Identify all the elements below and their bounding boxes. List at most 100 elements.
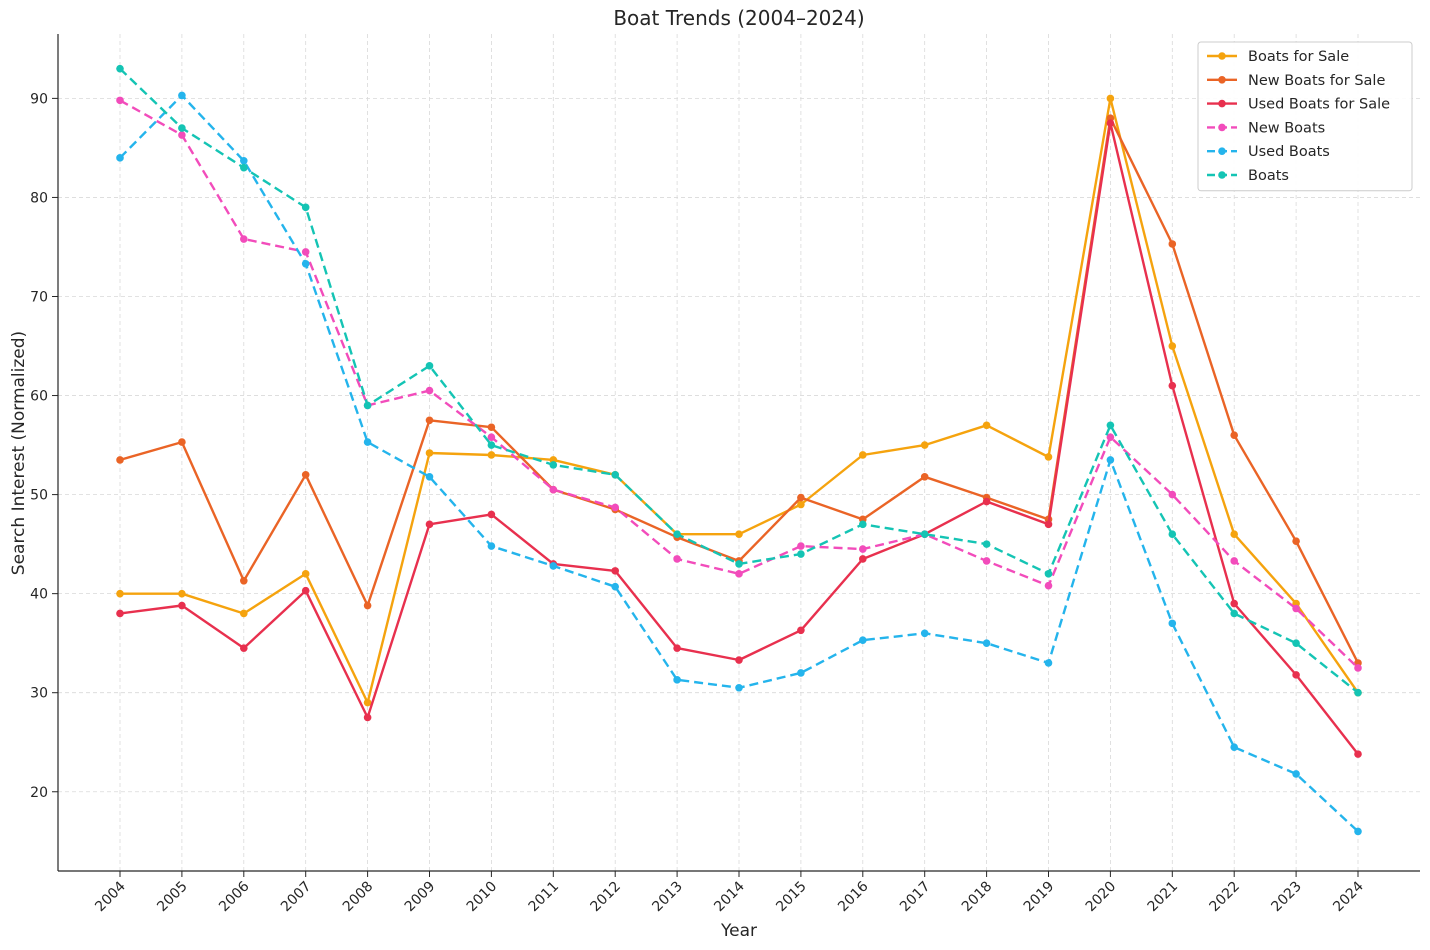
x-tick-label: 2020 (1083, 879, 1120, 916)
x-tick-label: 2004 (92, 878, 129, 915)
data-point (363, 401, 372, 410)
legend-label: Boats for Sale (1248, 49, 1349, 65)
data-point (363, 601, 372, 610)
y-tick-label: 30 (30, 686, 48, 702)
y-tick-label: 70 (30, 289, 48, 305)
x-tick-label: 2007 (278, 879, 315, 916)
legend-item: Boats for Sale (1207, 49, 1349, 65)
data-point (1230, 530, 1238, 539)
x-tick-label: 2010 (464, 879, 501, 916)
data-point (487, 423, 496, 432)
data-point (982, 421, 991, 430)
data-point (487, 542, 496, 550)
data-point (487, 510, 496, 519)
data-point (611, 503, 619, 512)
data-point (982, 639, 991, 647)
data-point (116, 96, 124, 105)
legend-marker (1218, 99, 1226, 108)
legend-marker (1218, 123, 1226, 132)
data-point (797, 550, 805, 558)
data-point (301, 570, 310, 578)
data-point (178, 589, 186, 598)
data-point (1168, 381, 1177, 390)
data-point (920, 441, 929, 449)
data-point (425, 472, 434, 481)
data-point (673, 676, 681, 684)
data-point (1354, 688, 1362, 697)
data-point (1292, 671, 1300, 679)
data-point (301, 248, 310, 256)
data-point (1230, 599, 1238, 608)
chart-title: Boat Trends (2004–2024) (613, 6, 864, 30)
y-tick-label: 80 (30, 190, 48, 206)
data-point (301, 203, 310, 212)
data-point (1354, 750, 1362, 758)
legend-item: Boats (1207, 168, 1289, 184)
data-point (363, 438, 372, 446)
legend-marker (1218, 76, 1226, 84)
data-point (487, 441, 496, 449)
data-point (611, 470, 619, 479)
data-point (1106, 456, 1115, 464)
data-point (859, 451, 867, 459)
data-point (920, 472, 929, 481)
data-point (1044, 570, 1053, 578)
data-point (735, 683, 743, 692)
data-point (982, 557, 991, 565)
legend: Boats for Sale New Boats for Sale Used Boa… (1197, 41, 1413, 192)
data-point (1292, 537, 1300, 545)
legend-label: New Boats (1248, 120, 1325, 136)
data-point (797, 493, 805, 502)
legend-label: Boats (1248, 168, 1289, 184)
data-point (1168, 490, 1177, 499)
data-point (1044, 659, 1053, 667)
data-point (1044, 453, 1053, 461)
x-tick-label: 2023 (1268, 879, 1305, 916)
data-point (240, 609, 248, 618)
data-point (240, 163, 248, 172)
legend-item: Used Boats for Sale (1207, 97, 1390, 113)
data-point (797, 542, 805, 550)
data-point (116, 609, 124, 618)
legend-item: Used Boats (1207, 144, 1330, 160)
data-point (240, 156, 248, 165)
x-tick-label: 2005 (154, 879, 191, 916)
data-point (1106, 421, 1115, 430)
legend-item: New Boats (1207, 120, 1325, 136)
data-point (797, 500, 805, 509)
data-point (1292, 604, 1300, 613)
data-point (673, 644, 681, 652)
legend-label: Used Boats for Sale (1248, 97, 1390, 113)
data-point (1044, 520, 1053, 529)
data-point (363, 713, 372, 722)
data-point (1354, 827, 1362, 836)
data-point (1106, 119, 1115, 127)
data-point (735, 530, 743, 539)
data-point (178, 601, 186, 610)
gridlines (58, 34, 1420, 871)
data-point (673, 530, 681, 539)
data-point (178, 131, 186, 139)
x-tick-label: 2022 (1207, 879, 1244, 916)
data-point (116, 154, 124, 162)
data-point (920, 629, 929, 638)
x-tick-label: 2009 (402, 879, 439, 916)
x-tick-label: 2008 (340, 879, 377, 916)
data-point (859, 545, 867, 553)
legend-item: New Boats for Sale (1207, 73, 1385, 89)
data-point (859, 520, 867, 529)
x-tick-label: 2018 (959, 879, 996, 916)
x-tick-label: 2021 (1145, 879, 1182, 916)
series-used-boats (116, 91, 1362, 836)
data-point (487, 433, 496, 441)
data-point (301, 260, 310, 268)
legend-marker (1218, 147, 1226, 155)
data-point (1292, 639, 1300, 647)
x-axis-label: Year (720, 921, 757, 941)
data-point (425, 362, 434, 370)
data-point (735, 656, 743, 664)
y-tick-label: 50 (30, 488, 48, 504)
data-point (549, 485, 558, 494)
data-point (797, 626, 805, 635)
data-point (425, 520, 434, 529)
